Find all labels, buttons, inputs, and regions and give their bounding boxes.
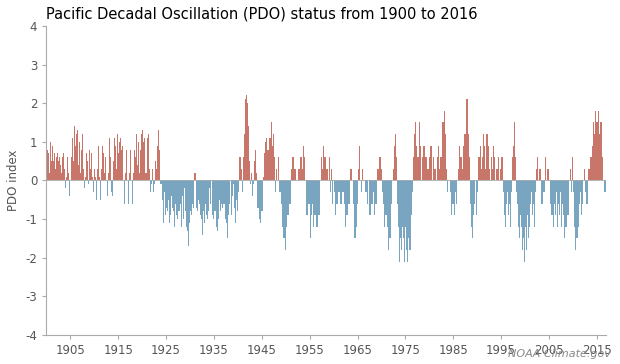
Text: NOAA Climate.gov: NOAA Climate.gov (508, 349, 611, 359)
Y-axis label: PDO index: PDO index (7, 150, 20, 211)
Text: Pacific Decadal Oscillation (PDO) status from 1900 to 2016: Pacific Decadal Oscillation (PDO) status… (46, 7, 478, 22)
